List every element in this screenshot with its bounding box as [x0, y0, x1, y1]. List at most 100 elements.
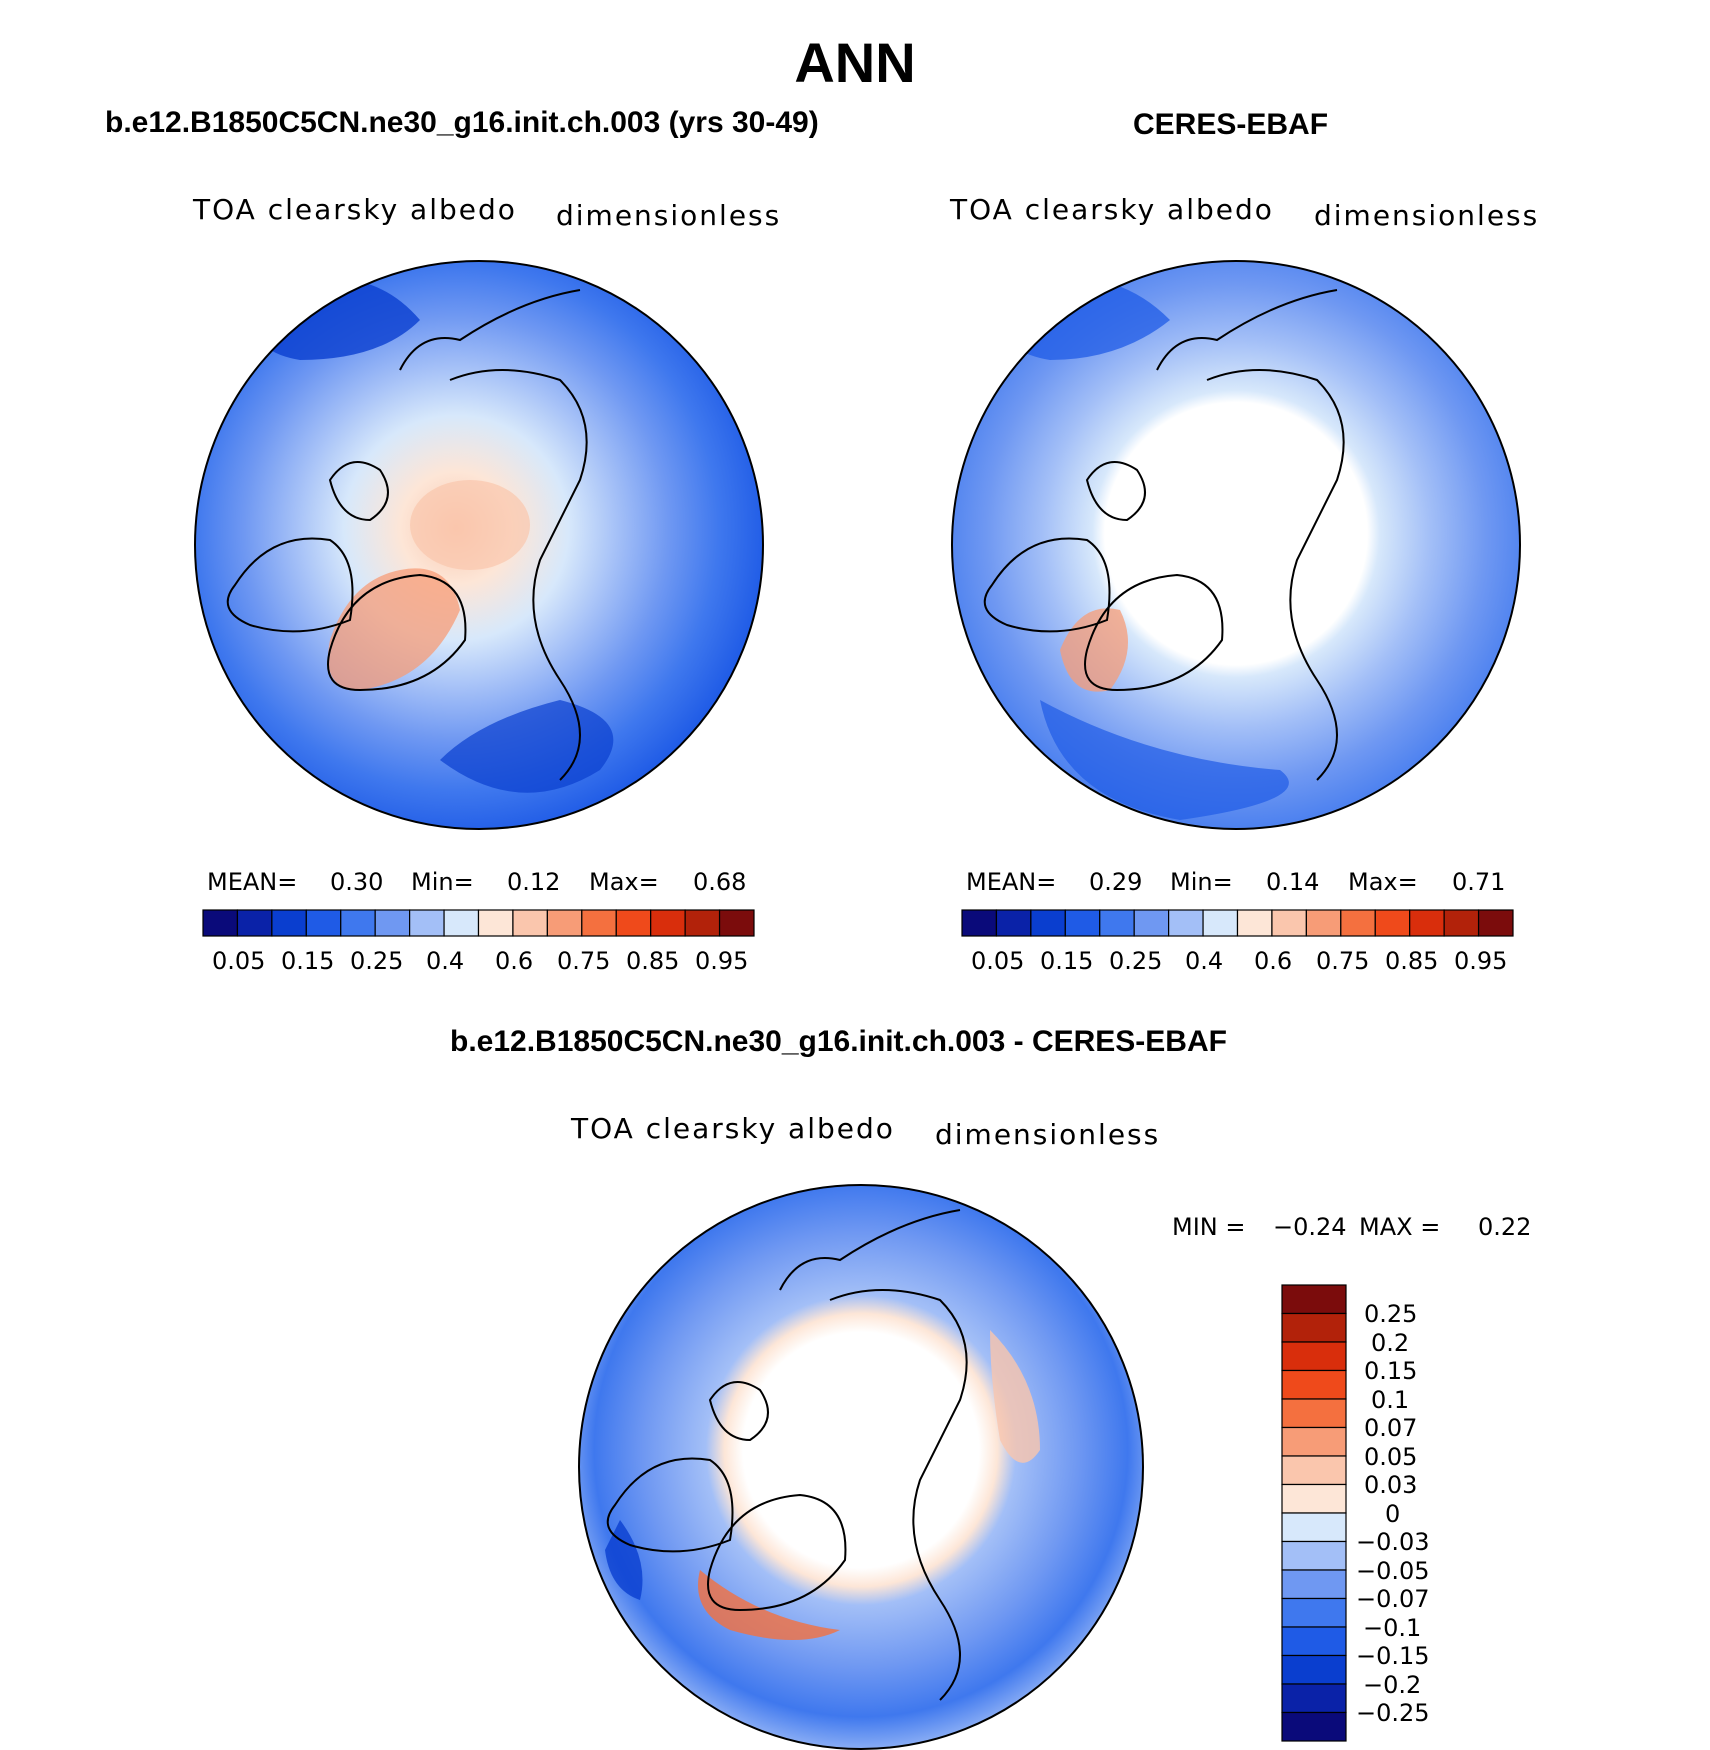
cbar-3-tick-label: −0.07: [1356, 1585, 1430, 1613]
colorbar-swatch: [581, 909, 617, 937]
colorbar-swatch: [1281, 1398, 1347, 1429]
cbar-3-tick-label: 0.03: [1364, 1471, 1418, 1499]
panel-2-mean-value: 0.29: [1089, 868, 1143, 896]
panel-3-variable-label: TOA clearsky albedo: [571, 1112, 895, 1145]
cbar-1-tick-label: 0.25: [350, 947, 404, 975]
colorbar-swatch: [477, 909, 514, 937]
colorbar-swatch: [1409, 909, 1445, 937]
colorbar-swatch: [1281, 1654, 1347, 1685]
colorbar-swatch: [1281, 1626, 1347, 1657]
panel-1-coastlines: [226, 289, 588, 781]
cbar-3-tick-label: 0: [1385, 1500, 1401, 1528]
panel-2-mean-label: MEAN=: [966, 868, 1057, 896]
cbar-1-tick-label: 0.05: [212, 947, 266, 975]
cbar-3-tick-label: −0.03: [1356, 1528, 1430, 1556]
panel-2-coast-alaska: [1156, 289, 1338, 371]
colorbar-swatch: [1281, 1597, 1347, 1628]
colorbar-swatch: [340, 909, 376, 937]
colorbar-swatch: [684, 909, 721, 937]
cbar-3-tick-label: −0.15: [1356, 1642, 1430, 1670]
colorbar-swatch: [1099, 909, 1135, 937]
colorbar-swatch: [1340, 909, 1376, 937]
colorbar-swatch: [995, 909, 1032, 937]
colorbar-swatch: [409, 909, 445, 937]
panel-2-coast-eurasia: [1206, 369, 1345, 781]
panel-2-coast-hudson: [983, 537, 1111, 633]
cbar-3-tick-label: 0.15: [1364, 1357, 1418, 1385]
cbar-3-tick-label: 0.2: [1371, 1329, 1410, 1357]
colorbar-swatch: [1477, 909, 1514, 937]
panel-3-map-border: [578, 1184, 1144, 1750]
colorbar-swatch: [1281, 1369, 1347, 1400]
panel-2-title: CERES-EBAF: [1133, 108, 1329, 141]
panel-3-coast-hudson: [606, 1457, 734, 1553]
panel-1-map-border: [194, 260, 764, 830]
panel-3-field-negative: [605, 1520, 643, 1600]
colorbar-swatch: [1281, 1455, 1347, 1486]
panel-3-coast-eurasia: [829, 1289, 968, 1701]
colorbar-swatch: [1281, 1540, 1347, 1571]
colorbar-swatch: [512, 909, 548, 937]
colorbar-swatch: [615, 909, 652, 937]
colorbar-swatch: [1133, 909, 1170, 937]
cbar-3-tick-label: 0.25: [1364, 1300, 1418, 1328]
colorbar-swatch: [1168, 909, 1204, 937]
colorbar-swatch: [1281, 1683, 1347, 1714]
colorbar-swatch: [1202, 909, 1239, 937]
panel-3-field: [579, 1185, 1143, 1749]
colorbar-swatch: [1030, 909, 1066, 937]
panel-1-min-value: 0.12: [507, 868, 561, 896]
panel-1-coast-hudson: [226, 537, 354, 633]
colorbar-swatch: [1281, 1284, 1347, 1315]
cbar-2-tick-label: 0.95: [1454, 947, 1508, 975]
panel-3-units-label: dimensionless: [935, 1118, 1161, 1151]
panel-1-coast-archipelago: [328, 461, 389, 522]
cbar-3-tick-label: −0.2: [1363, 1671, 1422, 1699]
panel-2-coastlines: [983, 289, 1345, 781]
cbar-2-tick-label: 0.05: [971, 947, 1025, 975]
panel-3-field-positive: [698, 1570, 840, 1640]
panel-2-field-low: [1040, 700, 1289, 820]
panel-3-max-label: MAX =: [1359, 1213, 1441, 1241]
panel-1-units-label: dimensionless: [556, 199, 782, 232]
panel-3-coast-archipelago: [708, 1381, 769, 1442]
panel-1-coast-alaska: [399, 289, 581, 371]
cbar-2-tick-label: 0.25: [1109, 947, 1163, 975]
colorbar-swatch: [1236, 909, 1273, 937]
panel-3-title: b.e12.B1850C5CN.ne30_g16.init.ch.003 - C…: [450, 1025, 1227, 1058]
colorbar-swatch: [650, 909, 686, 937]
cbar-2-tick-label: 0.85: [1385, 947, 1439, 975]
panel-1-title: b.e12.B1850C5CN.ne30_g16.init.ch.003 (yr…: [105, 106, 819, 139]
panel-3-max-value: 0.22: [1478, 1213, 1532, 1241]
panel-1-field-high: [410, 480, 530, 570]
cbar-1-tick-label: 0.75: [557, 947, 611, 975]
colorbar-swatch: [1281, 1711, 1347, 1742]
cbar-3-tick-label: −0.1: [1363, 1614, 1422, 1642]
cbar-3-tick-label: −0.05: [1356, 1557, 1430, 1585]
colorbar-swatch: [1281, 1512, 1347, 1543]
cbar-3-tick-label: 0.07: [1364, 1414, 1418, 1442]
panel-1-min-label: Min=: [411, 868, 474, 896]
panel-1-variable-label: TOA clearsky albedo: [193, 193, 517, 226]
panel-2-units-label: dimensionless: [1314, 199, 1540, 232]
colorbar-swatch: [1305, 909, 1342, 937]
colorbar-swatch: [718, 909, 755, 937]
panel-2-max-value: 0.71: [1452, 868, 1506, 896]
panel-1-mean-label: MEAN=: [207, 868, 298, 896]
colorbar-swatch: [1443, 909, 1480, 937]
colorbar-swatch: [1064, 909, 1101, 937]
panel-2-min-value: 0.14: [1266, 868, 1320, 896]
panel-3-coastlines: [606, 1209, 968, 1701]
panel-3-coast-alaska: [779, 1209, 961, 1291]
panel-1-mean-value: 0.30: [330, 868, 384, 896]
panel-1-max-label: Max=: [589, 868, 659, 896]
cbar-2-tick-label: 0.75: [1316, 947, 1370, 975]
panel-3-field-positive: [990, 1330, 1040, 1463]
colorbar-panel-2: [961, 909, 1514, 937]
colorbar-swatch: [202, 909, 239, 937]
cbar-3-tick-label: 0.1: [1371, 1386, 1410, 1414]
cbar-1-tick-label: 0.4: [426, 947, 465, 975]
colorbar-swatch: [374, 909, 411, 937]
cbar-1-tick-label: 0.85: [626, 947, 680, 975]
panel-2-min-label: Min=: [1170, 868, 1233, 896]
